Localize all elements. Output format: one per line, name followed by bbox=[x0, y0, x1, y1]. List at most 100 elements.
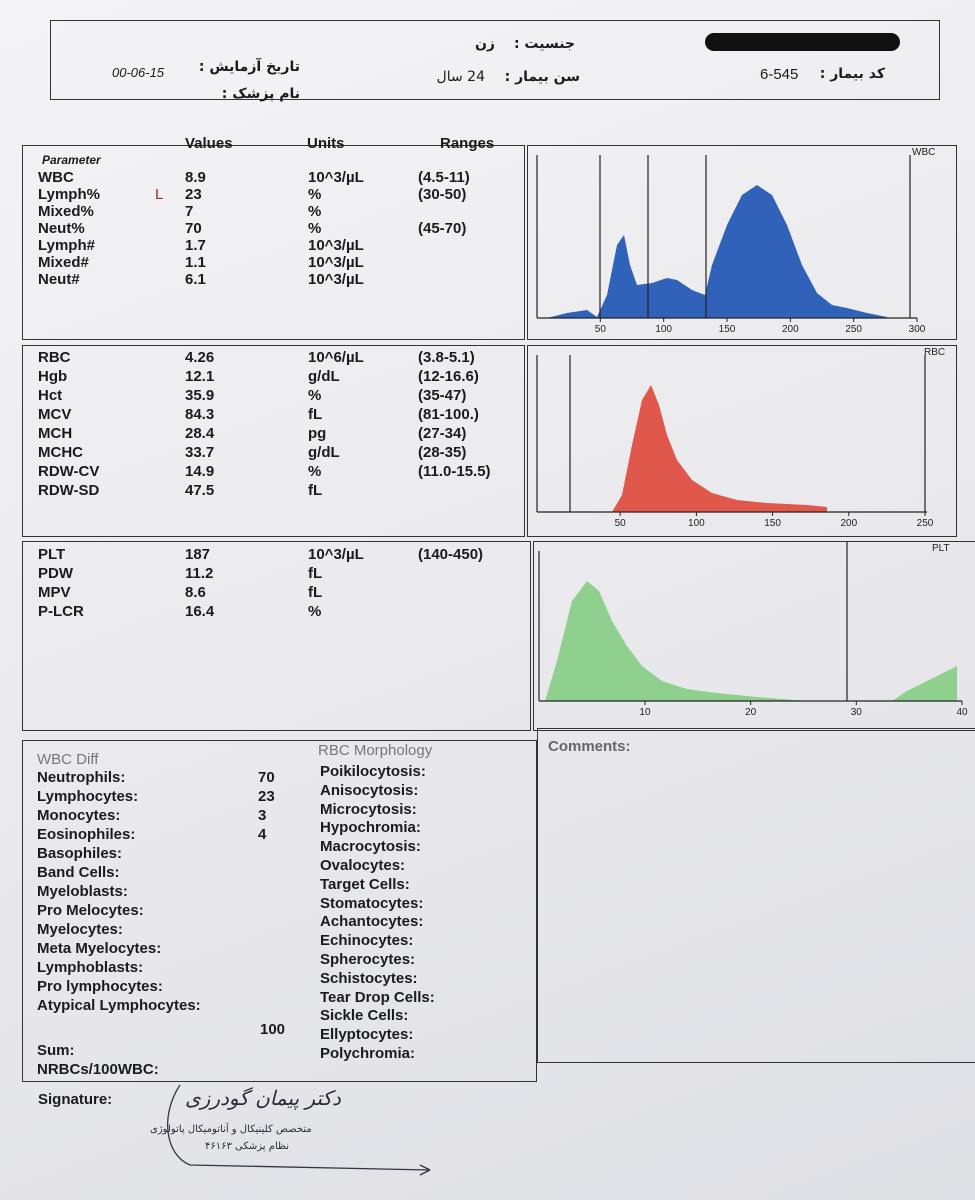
row-unit: 10^3/µL bbox=[308, 237, 364, 254]
row-unit: % bbox=[308, 387, 322, 404]
column-header: Values bbox=[185, 135, 233, 152]
diff-label: Neutrophils: bbox=[37, 769, 126, 786]
row-value: 8.6 bbox=[185, 584, 206, 601]
morphology-title: RBC Morphology bbox=[318, 742, 433, 759]
x-tick-label: 50 bbox=[595, 324, 607, 335]
x-tick-label: 10 bbox=[639, 707, 651, 718]
diff-label: Lymphoblasts: bbox=[37, 959, 144, 976]
diff-label: Basophiles: bbox=[37, 845, 123, 862]
morphology-item: Sickle Cells: bbox=[320, 1007, 409, 1025]
row-value: 23 bbox=[185, 186, 202, 203]
row-value: 28.4 bbox=[185, 425, 215, 442]
plt-histogram-box bbox=[533, 541, 975, 731]
wbc-curve bbox=[547, 185, 887, 318]
morphology-item: Tear Drop Cells: bbox=[320, 988, 435, 1006]
wbc-section bbox=[22, 145, 525, 340]
row-name: Neut# bbox=[38, 271, 80, 288]
plt-histogram: PLT 10 20 30 40 bbox=[538, 541, 968, 718]
row-value: 14.9 bbox=[185, 463, 215, 480]
diff-value: 23 bbox=[258, 788, 275, 805]
row-unit: 10^6/µL bbox=[308, 349, 364, 366]
x-tick-label: 30 bbox=[851, 707, 863, 718]
row-range: (30-50) bbox=[418, 186, 467, 203]
rbc-curve bbox=[612, 385, 827, 512]
row-unit: % bbox=[308, 220, 322, 237]
comments-label: Comments: bbox=[548, 738, 631, 755]
row-range: (81-100.) bbox=[418, 406, 479, 423]
row-name: MCV bbox=[38, 406, 72, 423]
row-value: 16.4 bbox=[185, 603, 215, 620]
row-value: 12.1 bbox=[185, 368, 215, 385]
redacted-name bbox=[705, 33, 900, 51]
row-unit: pg bbox=[308, 425, 327, 442]
signer-name: دکتر پیمان گودرزی bbox=[185, 1086, 341, 1110]
diff-value: 3 bbox=[258, 807, 267, 824]
row-name: Lymph# bbox=[38, 237, 95, 254]
x-tick-label: 100 bbox=[688, 518, 705, 529]
row-name: Hct bbox=[38, 387, 63, 404]
rbc-histogram-box bbox=[527, 345, 957, 537]
row-unit: fL bbox=[308, 565, 323, 582]
gender: زن bbox=[474, 36, 495, 52]
row-name: Neut% bbox=[38, 220, 85, 237]
row-range: (3.8-5.1) bbox=[418, 349, 475, 366]
diff-label: Myelocytes: bbox=[37, 921, 123, 938]
signature-label: Signature: bbox=[38, 1091, 113, 1108]
row-unit: 10^3/µL bbox=[308, 254, 364, 271]
row-range: (12-16.6) bbox=[418, 368, 479, 385]
row-unit: % bbox=[308, 203, 322, 220]
row-value: 4.26 bbox=[185, 349, 215, 366]
x-tick-label: 100 bbox=[655, 324, 672, 335]
x-tick-label: 200 bbox=[782, 324, 799, 335]
row-unit: fL bbox=[308, 406, 323, 423]
row-name: Hgb bbox=[38, 368, 68, 385]
row-unit: fL bbox=[308, 584, 323, 601]
morphology-item: Schistocytes: bbox=[320, 969, 418, 987]
diff-value: 4 bbox=[258, 826, 267, 843]
diff-label: Atypical Lymphocytes: bbox=[37, 997, 201, 1014]
signer-specialty: متخصص کلینیکال و آناتومیکال پاتولوژی bbox=[150, 1124, 312, 1135]
diff-label: Myeloblasts: bbox=[37, 883, 128, 900]
x-tick-label: 150 bbox=[764, 518, 781, 529]
rbc-section bbox=[22, 345, 525, 537]
row-name: RDW-SD bbox=[38, 482, 100, 499]
diff-label: Pro Melocytes: bbox=[37, 902, 144, 919]
row-name: P-LCR bbox=[38, 603, 84, 620]
row-name: MPV bbox=[38, 584, 71, 601]
row-flag: L bbox=[155, 186, 164, 203]
x-tick-label: 20 bbox=[745, 707, 757, 718]
diff-label: Eosinophiles: bbox=[37, 826, 136, 843]
column-header: Units bbox=[307, 135, 345, 152]
signer-license: نظام پزشکی ۴۶۱۶۳ bbox=[205, 1141, 289, 1152]
row-range: (27-34) bbox=[418, 425, 467, 442]
row-name: PDW bbox=[38, 565, 73, 582]
diff-title: WBC Diff bbox=[37, 751, 99, 768]
x-tick-label: 150 bbox=[719, 324, 736, 335]
rbc-histogram: RBC 50 100 150 200 250 bbox=[536, 347, 945, 529]
x-tick-label: 200 bbox=[840, 518, 857, 529]
sum-value: 100 bbox=[260, 1021, 286, 1038]
row-name: PLT bbox=[38, 546, 66, 563]
row-value: 70 bbox=[185, 220, 202, 237]
nrbc-label: NRBCs/100WBC: bbox=[37, 1061, 159, 1078]
row-value: 35.9 bbox=[185, 387, 215, 404]
test-date: 00-06-15 bbox=[112, 65, 165, 80]
x-tick-label: 50 bbox=[615, 518, 627, 529]
code-label: کد بیمار : bbox=[819, 66, 885, 82]
row-range: (45-70) bbox=[418, 220, 467, 237]
age-label: سن بیمار : bbox=[504, 69, 580, 85]
morphology-item: Target Cells: bbox=[320, 875, 410, 893]
row-unit: 10^3/µL bbox=[308, 546, 364, 563]
row-unit: g/dL bbox=[308, 368, 340, 385]
plt-section bbox=[22, 541, 531, 731]
row-unit: % bbox=[308, 463, 322, 480]
row-value: 6.1 bbox=[185, 271, 206, 288]
morphology-item: Macrocytosis: bbox=[320, 838, 421, 856]
histogram-label: RBC bbox=[924, 347, 945, 358]
row-range: (11.0-15.5) bbox=[418, 463, 491, 480]
diff-label: Pro lymphocytes: bbox=[37, 978, 163, 995]
header-box bbox=[50, 20, 940, 100]
x-tick-label: 250 bbox=[917, 518, 934, 529]
morphology-item: Microcytosis: bbox=[320, 800, 417, 818]
